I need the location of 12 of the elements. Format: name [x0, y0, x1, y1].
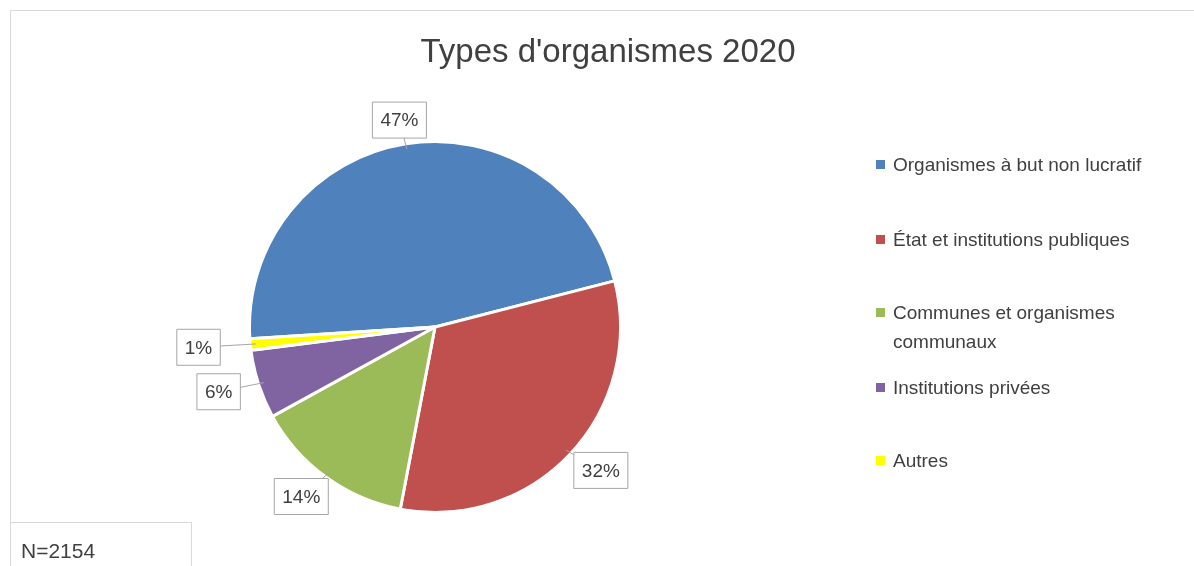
legend-label: Communes et organismes communaux — [893, 301, 1116, 354]
data-label: 6% — [204, 380, 233, 402]
data-label: 47% — [380, 109, 419, 131]
data-label: 32% — [581, 459, 620, 481]
legend-label: État et institutions publiques — [893, 228, 1130, 252]
data-label: 14% — [282, 485, 321, 507]
chart-title: Types d'organismes 2020 — [419, 32, 797, 70]
data-label: 1% — [184, 336, 213, 358]
legend-label: Organismes à but non lucratif — [893, 153, 1142, 177]
legend-label: Autres — [893, 449, 948, 473]
legend-label: Institutions privées — [893, 376, 1051, 400]
text: N=2154 — [10, 522, 192, 566]
